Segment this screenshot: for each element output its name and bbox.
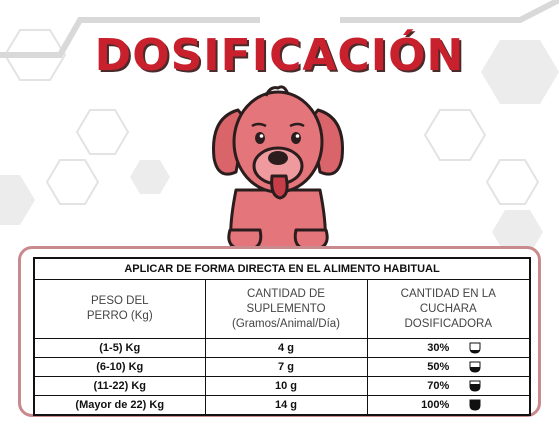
table-header: APLICAR DE FORMA DIRECTA EN EL ALIMENTO … bbox=[33, 257, 531, 280]
spoon-icon bbox=[469, 342, 481, 354]
table-row: (6-10) Kg 7 g 50% bbox=[33, 357, 531, 377]
table-row: (1-5) Kg 4 g 30% bbox=[33, 338, 531, 358]
page-title: DOSIFICACIÓN bbox=[94, 30, 465, 81]
spoon-icon bbox=[469, 380, 481, 392]
column-amount: CANTIDAD DE SUPLEMENTO (Gramos/Animal/Día) bbox=[204, 279, 368, 339]
dosage-table: APLICAR DE FORMA DIRECTA EN EL ALIMENTO … bbox=[33, 257, 532, 416]
column-spoon: CANTIDAD EN LA CUCHARA DOSIFICADORA bbox=[366, 279, 531, 339]
spoon-icon bbox=[469, 361, 481, 373]
table-row: (11-22) Kg 10 g 70% bbox=[33, 376, 531, 396]
column-weight: PESO DEL PERRO (Kg) bbox=[33, 279, 206, 339]
dog-illustration bbox=[212, 85, 344, 252]
table-row: (Mayor de 22) Kg 14 g 100% bbox=[33, 395, 531, 416]
dosage-card: APLICAR DE FORMA DIRECTA EN EL ALIMENTO … bbox=[18, 246, 541, 417]
spoon-icon bbox=[469, 399, 481, 411]
